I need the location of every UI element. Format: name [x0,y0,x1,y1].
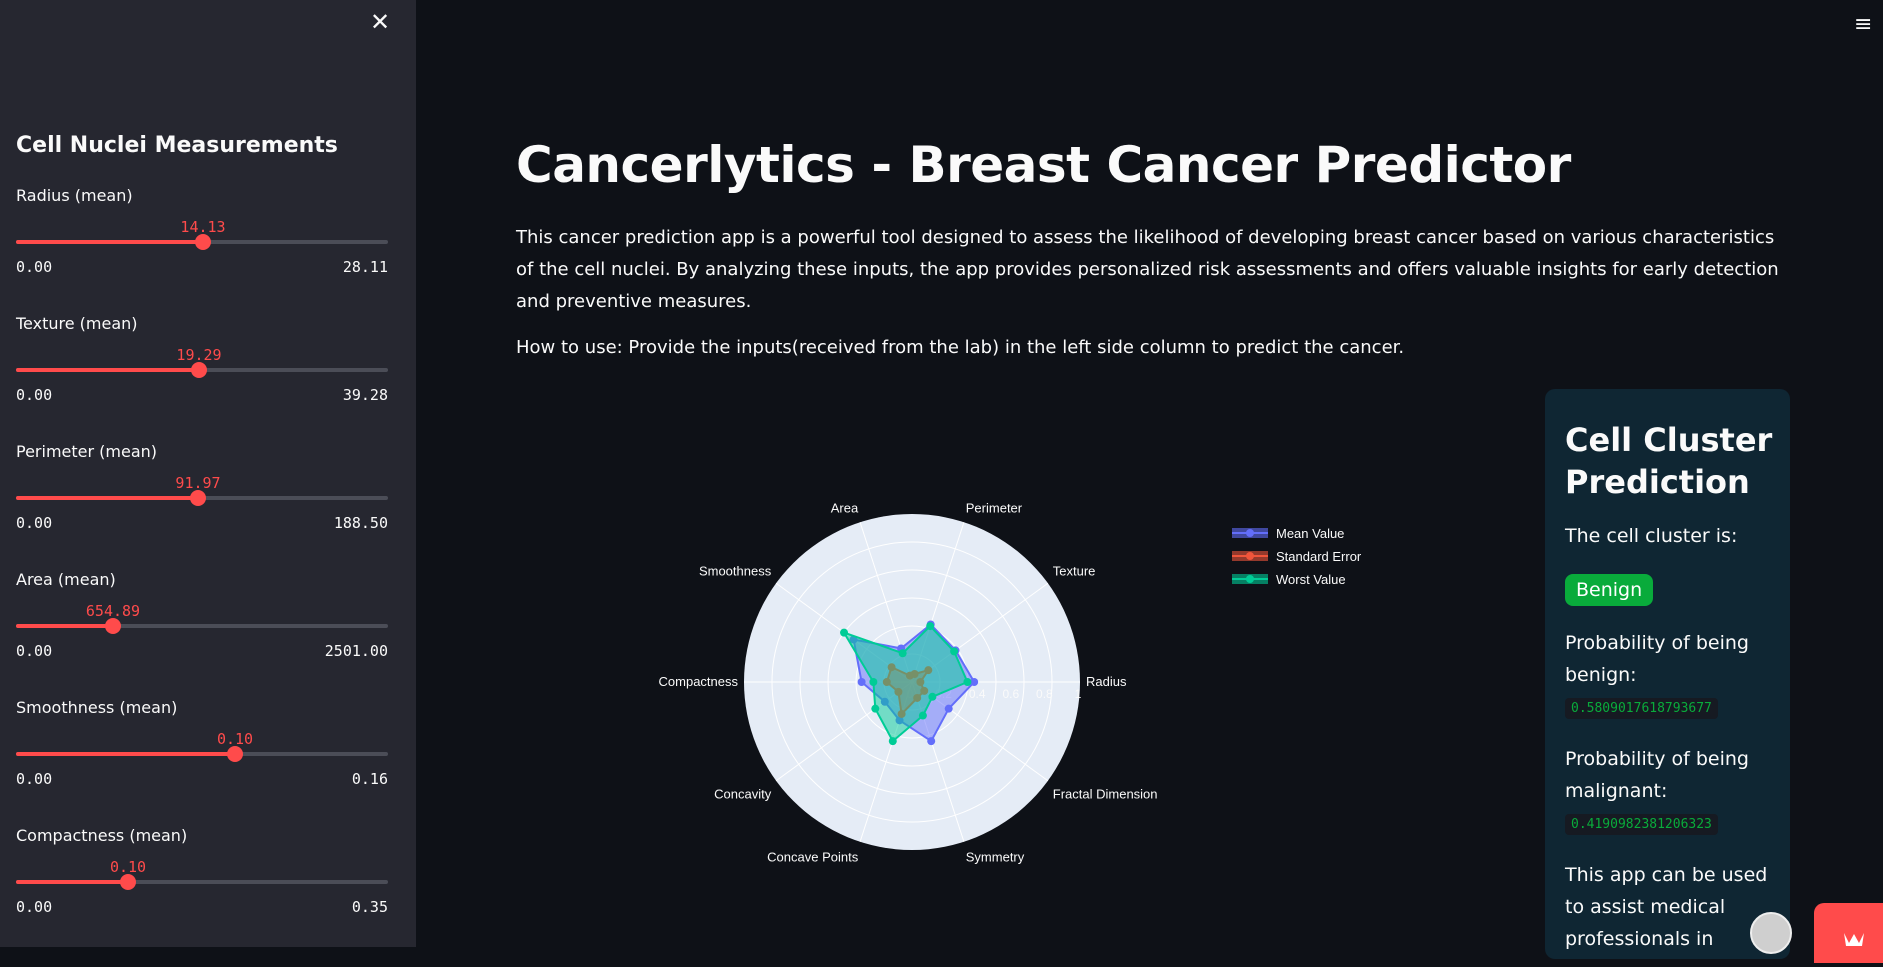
slider-max: 39.28 [342,386,388,404]
radial-tick-label: 0.8 [1036,687,1053,701]
radial-tick-label: 0.6 [1002,687,1019,701]
avatar[interactable] [1750,912,1792,954]
slider-value: 14.13 [180,218,226,236]
slider-label: Area (mean) [16,570,116,589]
slider-label: Texture (mean) [16,314,138,333]
category-label: Symmetry [966,849,1025,864]
crown-icon-svg [1844,933,1864,946]
slider-min: 0.00 [16,514,53,532]
data-point [926,622,935,631]
slider-thumb[interactable] [195,234,211,250]
category-label: Concave Points [767,849,859,864]
slider-track[interactable] [16,746,388,762]
slider-fill [16,624,113,628]
category-label: Compactness [659,674,739,689]
slider-thumb[interactable] [190,490,206,506]
slider-fill [16,880,128,884]
slider-label: Perimeter (mean) [16,442,158,461]
data-point [928,692,937,701]
category-label: Radius [1086,674,1127,689]
slider-min: 0.00 [16,258,53,276]
malignant-probability-value: 0.4190982381206323 [1565,814,1718,835]
status-badge: Benign [1565,574,1654,606]
data-point [898,649,907,658]
slider-fill [16,368,199,372]
data-point [944,704,953,713]
slider-label: Compactness (mean) [16,826,188,845]
slider-thumb[interactable] [120,874,136,890]
legend-label: Worst Value [1276,572,1346,587]
intro-paragraph: This cancer prediction app is a powerful… [516,227,1779,312]
data-point [871,704,880,713]
benign-probability-value: 0.5809017618793677 [1565,698,1718,719]
data-point [888,737,897,746]
slider-value: 0.10 [216,730,254,748]
page-title: Cancerlytics - Breast Cancer Predictor [516,136,1571,194]
close-icon[interactable]: ✕ [369,8,391,36]
category-label: Fractal Dimension [1053,786,1158,801]
data-point [918,711,927,720]
radar-chart-svg[interactable]: Radius Texture Perimeter Area Smoothness Comp… [640,480,1400,880]
slider-thumb[interactable] [227,746,243,762]
legend-marker [1246,575,1254,583]
slider-track[interactable] [16,874,388,890]
legend-label: Mean Value [1276,526,1344,541]
data-point [970,678,979,686]
slider-fill [16,240,203,244]
radar-chart[interactable]: Radius Texture Perimeter Area Smoothness Comp… [640,480,1400,880]
malignant-probability-label: Probability of being malignant: [1565,748,1749,802]
category-label: Perimeter [966,501,1023,516]
sidebar: ✕ Cell Nuclei Measurements Radius (mean)… [0,0,416,947]
data-point [840,628,849,637]
radial-tick-label: 0.4 [969,687,986,701]
slider-min: 0.00 [16,386,53,404]
slider-fill [16,752,235,756]
hamburger-menu-icon[interactable]: ≡ [1854,12,1873,37]
slider-label: Radius (mean) [16,186,133,205]
category-label: Concavity [714,786,772,801]
slider-fill [16,496,198,500]
data-point [963,678,972,686]
prediction-note: This app can be used to assist medical p… [1565,864,1768,950]
slider-value: 0.10 [109,858,147,876]
slider-min: 0.00 [16,770,53,788]
benign-probability-label: Probability of being benign: [1565,632,1749,686]
legend-marker [1246,529,1254,537]
slider-max: 2501.00 [324,642,388,660]
slider-min: 0.00 [16,642,53,660]
data-point [927,737,936,746]
slider-track[interactable] [16,618,388,634]
prediction-title: Cell Cluster Prediction [1565,421,1773,501]
slider-track[interactable] [16,234,388,250]
slider-max: 0.35 [351,898,388,916]
legend-marker [1246,552,1254,560]
data-point [857,678,866,686]
radial-tick-label: 1 [1075,687,1082,701]
slider-max: 188.50 [333,514,388,532]
slider-track[interactable] [16,490,388,506]
sidebar-title: Cell Nuclei Measurements [16,133,338,158]
category-label: Texture [1053,564,1096,579]
slider-value: 19.29 [176,346,222,364]
prediction-card: Cell Cluster Prediction The cell cluster… [1545,389,1790,959]
legend-label: Standard Error [1276,549,1362,564]
prediction-subtitle: The cell cluster is: [1565,525,1738,547]
slider-max: 28.11 [342,258,388,276]
data-point [950,647,959,656]
slider-track[interactable] [16,362,388,378]
slider-min: 0.00 [16,898,53,916]
category-label: Smoothness [699,564,772,579]
slider-value: 654.89 [85,602,141,620]
slider-value: 91.97 [175,474,221,492]
howto-paragraph: How to use: Provide the inputs(received … [516,337,1405,358]
data-point [869,678,878,686]
slider-max: 0.16 [351,770,388,788]
slider-thumb[interactable] [105,618,121,634]
slider-thumb[interactable] [191,362,207,378]
category-label: Area [831,501,859,516]
crown-icon[interactable] [1814,903,1883,963]
slider-label: Smoothness (mean) [16,698,178,717]
